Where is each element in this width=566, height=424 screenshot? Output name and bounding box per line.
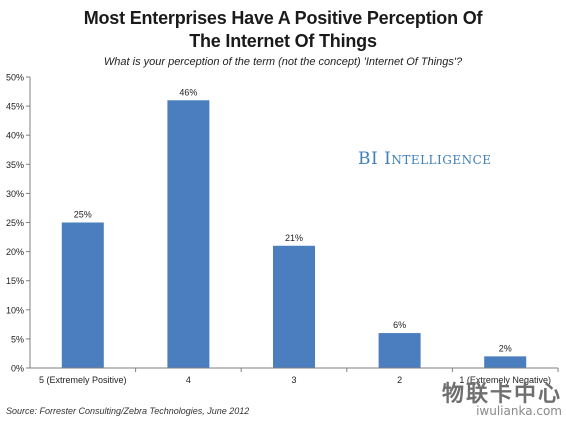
y-tick-label: 35% <box>6 160 24 170</box>
site-watermark-text: 物联卡中心 <box>441 382 562 407</box>
site-watermark: 物联卡中心 iwulianka.com <box>442 376 562 418</box>
bar <box>378 333 421 368</box>
y-tick-label: 5% <box>11 334 24 344</box>
x-tick-label: 1 (Extremely Negative) <box>459 375 551 385</box>
y-tick-label: 10% <box>6 305 24 315</box>
x-tick-label: 3 <box>291 375 296 385</box>
bi-intelligence-watermark: BI Intelligence <box>358 149 492 169</box>
bar <box>167 100 210 368</box>
x-tick-label: 2 <box>397 375 402 385</box>
bar-data-label: 21% <box>285 233 303 243</box>
x-tick-label: 5 (Extremely Positive) <box>39 375 127 385</box>
y-tick-label: 30% <box>6 189 24 199</box>
bar-data-label: 6% <box>393 320 406 330</box>
site-watermark-url: iwulianka.com <box>476 404 562 418</box>
y-tick-label: 45% <box>6 102 24 112</box>
y-tick-label: 15% <box>6 276 24 286</box>
bar-data-label: 25% <box>74 210 92 220</box>
bar-data-label: 2% <box>499 343 512 353</box>
bar <box>484 356 527 368</box>
chart-source: Source: Forrester Consulting/Zebra Techn… <box>6 406 250 416</box>
y-tick-label: 40% <box>6 131 24 141</box>
x-tick-label: 4 <box>186 375 191 385</box>
x-axis: 5 (Extremely Positive) 4 3 2 1 (Extremely Ne… <box>30 367 559 385</box>
chart-subtitle: What is your perception of the term (not… <box>103 56 463 68</box>
y-tick-label: 50% <box>6 73 24 83</box>
bar <box>61 222 104 368</box>
bars: 25% 46% 21% 6% 2% <box>61 87 527 368</box>
y-tick-label: 0% <box>11 364 24 374</box>
y-tick-label: 25% <box>6 218 24 228</box>
bar <box>273 245 315 368</box>
y-axis: 0% 5% 10% 15% 20% 25% 30% 35% 40% 45% 50% <box>6 73 31 374</box>
chart-title-line2: The Internet Of Things <box>189 31 377 51</box>
bar-data-label: 46% <box>179 87 197 97</box>
y-tick-label: 20% <box>6 247 24 257</box>
chart-title-line1: Most Enterprises Have A Positive Percept… <box>83 8 483 28</box>
